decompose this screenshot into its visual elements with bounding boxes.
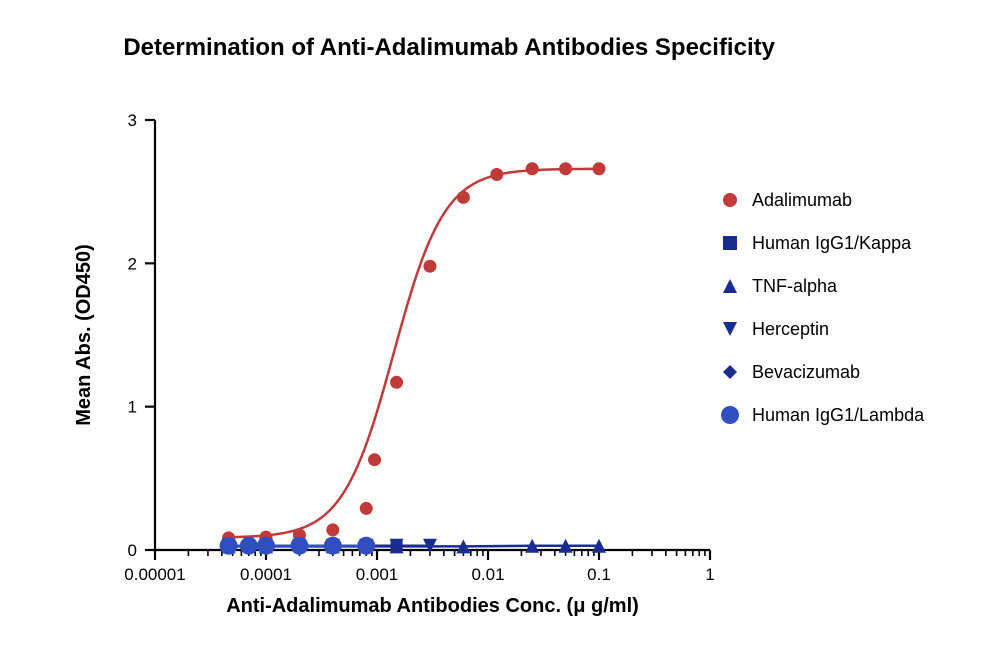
legend-label: TNF-alpha: [752, 276, 838, 296]
marker: [723, 279, 737, 293]
marker: [423, 260, 436, 273]
x-tick-label: 0.00001: [124, 565, 185, 584]
marker: [721, 406, 739, 424]
marker: [290, 537, 308, 555]
marker: [723, 193, 737, 207]
x-axis-label: Anti-Adalimumab Antibodies Conc. (μ g/ml…: [226, 595, 639, 617]
marker: [723, 322, 737, 336]
marker: [559, 162, 572, 175]
marker: [390, 376, 403, 389]
marker: [368, 453, 381, 466]
marker: [723, 236, 737, 250]
legend-label: Human IgG1/Lambda: [752, 405, 925, 425]
x-tick-label: 0.0001: [240, 565, 292, 584]
marker: [723, 365, 737, 379]
y-axis-label: Mean Abs. (OD450): [73, 244, 95, 426]
marker: [324, 537, 342, 555]
x-tick-label: 0.01: [471, 565, 504, 584]
marker: [526, 162, 539, 175]
marker: [490, 168, 503, 181]
marker: [357, 537, 375, 555]
legend-label: Bevacizumab: [752, 362, 860, 382]
y-tick-label: 1: [128, 398, 137, 417]
fit-curve: [229, 169, 599, 537]
y-tick-label: 2: [128, 254, 137, 273]
x-tick-label: 0.1: [587, 565, 611, 584]
legend-label: Adalimumab: [752, 190, 852, 210]
series: [222, 162, 605, 544]
legend-label: Herceptin: [752, 319, 829, 339]
y-tick-label: 0: [128, 541, 137, 560]
marker: [240, 537, 258, 555]
marker: [457, 191, 470, 204]
marker: [257, 537, 275, 555]
x-tick-label: 1: [705, 565, 714, 584]
marker: [593, 162, 606, 175]
chart-title: Determination of Anti-Adalimumab Antibod…: [123, 34, 775, 61]
x-tick-label: 0.001: [356, 565, 399, 584]
specificity-chart: Determination of Anti-Adalimumab Antibod…: [0, 0, 1000, 666]
marker: [360, 502, 373, 515]
legend-label: Human IgG1/Kappa: [752, 233, 912, 253]
marker: [326, 523, 339, 536]
y-tick-label: 3: [128, 111, 137, 130]
marker: [220, 537, 238, 555]
